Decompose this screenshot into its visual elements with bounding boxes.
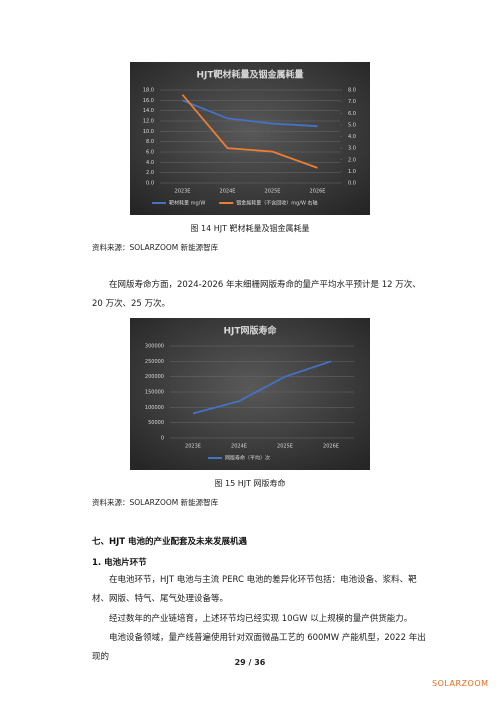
y-tick-label: 14.0 — [143, 108, 154, 114]
chart: HJT靶材耗量及铟金属耗量 0.0 2.0 4.0 6.0 8.0 10.0 12.0 14.0… — [130, 62, 370, 215]
x-tick-label: 2025E — [277, 444, 293, 450]
series-line — [192, 360, 332, 415]
paragraph: 电池设备领域，量产线普遍使用针对双面微晶工艺的 600MW 产能机型，2022 … — [92, 633, 426, 662]
legend-label: 靶材耗量 mg/W — [169, 200, 205, 207]
x-tick-label: 2024E — [220, 189, 236, 195]
legend-label: 铟金属耗量（不含回收）mg/W 右轴 — [236, 200, 317, 207]
chart-background — [130, 318, 370, 470]
y-tick-label: 4.0 — [146, 160, 154, 166]
y2-tick-label: 2.0 — [348, 157, 356, 163]
y-tick-label: 150000 — [145, 390, 164, 396]
paragraph: 经过数年的产业链培育，上述环节均已经实现 10GW 以上规模的量产供货能力。 — [109, 614, 413, 624]
y-tick-label: 0.0 — [146, 181, 154, 187]
y2-tick-label: 1.0 — [348, 169, 356, 175]
y-tick-label: 18.0 — [143, 88, 154, 94]
y-tick-label: 16.0 — [143, 98, 154, 104]
x-tick-label: 2024E — [231, 444, 247, 450]
legend-label: 网版寿命（平均）次 — [225, 455, 270, 462]
figure-caption: 图 14 HJT 靶材耗量及铟金属耗量 — [190, 224, 310, 233]
y-tick-label: 0 — [161, 436, 164, 442]
chart: HJT网版寿命 0 50000 100000 150000 200000 250000 300… — [130, 318, 370, 470]
x-tick-label: 2023E — [175, 189, 191, 195]
y-tick-label: 250000 — [145, 359, 164, 365]
source-note: 资料来源：SOLARZOOM 新能源智库 — [92, 243, 219, 252]
subsection-heading: 1. 电池片环节 — [92, 558, 147, 568]
x-tick-label: 2025E — [265, 189, 281, 195]
y-tick-label: 10.0 — [143, 129, 154, 135]
y2-tick-label: 5.0 — [348, 122, 356, 128]
y2-tick-label: 8.0 — [348, 88, 356, 94]
section-heading: 七、HJT 电池的产业配套及未来发展机遇 — [92, 537, 248, 547]
figure-caption: 图 15 HJT 网版寿命 — [214, 479, 286, 488]
y-tick-label: 100000 — [145, 405, 164, 411]
y2-tick-label: 6.0 — [348, 111, 356, 117]
y-tick-label: 6.0 — [146, 150, 154, 156]
y2-tick-label: 7.0 — [348, 99, 356, 105]
y2-tick-label: 0.0 — [348, 181, 356, 187]
y-tick-label: 200000 — [145, 374, 164, 380]
chart-background — [130, 62, 370, 215]
x-tick-label: 2026E — [323, 444, 339, 450]
y2-tick-label: 4.0 — [348, 134, 356, 140]
paragraph: 在网版寿命方面，2024-2026 年末细栅网版寿命的量产平均水平预计是 12 … — [92, 280, 421, 309]
x-tick-label: 2026E — [310, 189, 326, 195]
series-line — [182, 99, 318, 128]
x-tick-label: 2023E — [185, 444, 201, 450]
series-line — [181, 94, 318, 169]
y-tick-label: 8.0 — [146, 139, 154, 145]
page-number: 29 / 36 — [234, 658, 266, 667]
chart-title: HJT靶材耗量及铟金属耗量 — [196, 69, 303, 81]
source-note: 资料来源：SOLARZOOM 新能源智库 — [92, 498, 219, 507]
y-tick-label: 50000 — [148, 420, 164, 426]
y-tick-label: 12.0 — [143, 119, 154, 125]
footer-logo: SOLARZOOM — [432, 679, 489, 688]
paragraph: 在电池环节，HJT 电池与主流 PERC 电池的差异化环节包括：电池设备、浆料、… — [92, 575, 417, 604]
y-tick-label: 300000 — [145, 344, 164, 350]
chart-title: HJT网版寿命 — [223, 325, 277, 337]
y-tick-label: 2.0 — [146, 170, 154, 176]
y2-tick-label: 3.0 — [348, 146, 356, 152]
